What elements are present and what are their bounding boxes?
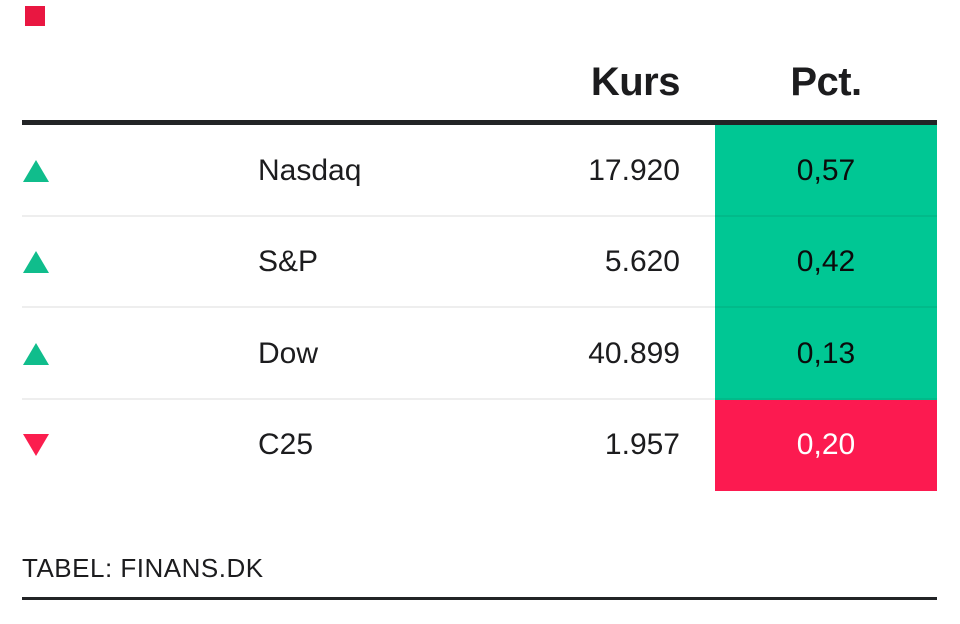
red-square-logo-icon [25, 6, 45, 26]
index-label: Dow [258, 336, 319, 370]
source-credit: TABEL: FINANS.DK [22, 553, 264, 583]
pct-value-badge: 0,20 [715, 399, 937, 491]
pct-value-badge: 0,13 [715, 308, 937, 400]
trend-down-icon [22, 400, 50, 492]
trend-up-icon [22, 125, 50, 217]
index-label: C25 [258, 428, 314, 462]
table-row-sp: S&P 5.620 0,42 [22, 216, 937, 309]
table-header-row: Kurs Pct. [22, 56, 937, 108]
kurs-value: 5.620 [604, 245, 680, 279]
column-header-kurs: Kurs [590, 59, 681, 104]
trend-up-icon [22, 308, 50, 400]
table-row-c25: C25 1.957 0,20 [22, 399, 937, 492]
kurs-value: 17.920 [588, 153, 680, 187]
kurs-value: 40.899 [588, 336, 680, 370]
header-divider-rule [22, 120, 937, 125]
trend-up-icon [22, 217, 50, 309]
table-body: Nasdaq 17.920 0,57 S&P 5.620 0,42 Dow 40… [22, 125, 937, 491]
pct-value-badge: 0,42 [715, 216, 937, 308]
index-label: Nasdaq [258, 153, 362, 187]
table-row-dow: Dow 40.899 0,13 [22, 308, 937, 400]
pct-value-badge: 0,57 [715, 125, 937, 217]
index-label: S&P [258, 245, 319, 279]
column-header-pct: Pct. [790, 59, 862, 104]
kurs-value: 1.957 [604, 428, 680, 462]
bottom-rule [22, 597, 937, 600]
table-row-nasdaq: Nasdaq 17.920 0,57 [22, 125, 937, 217]
